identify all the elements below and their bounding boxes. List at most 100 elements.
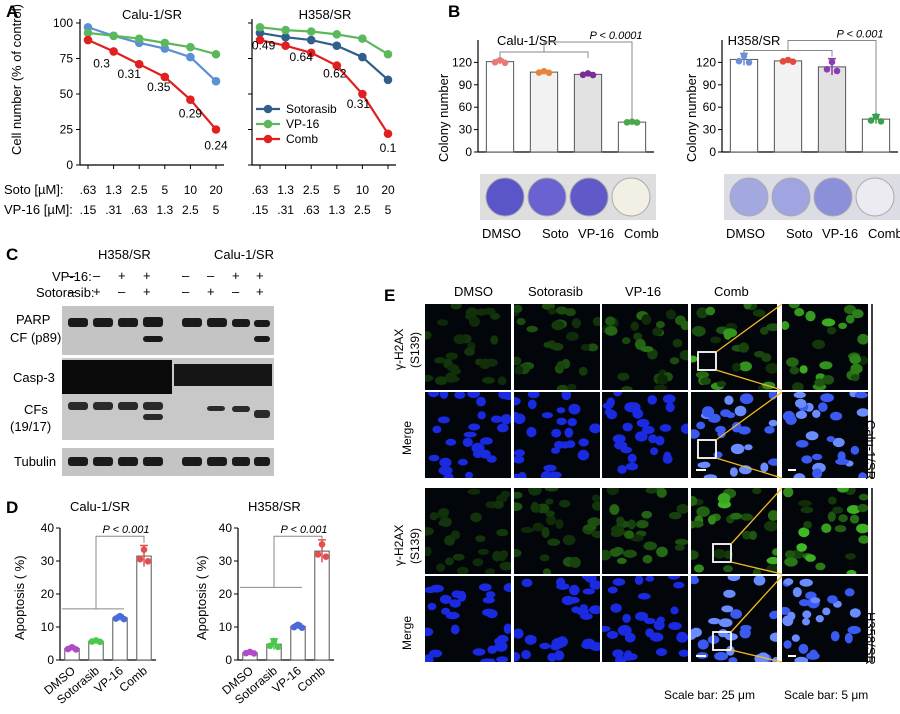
- micrograph-tile: [425, 576, 511, 662]
- y-tick-label: 30: [41, 554, 55, 568]
- y-tick-label: 60: [459, 100, 473, 114]
- data-point: [281, 32, 290, 42]
- soto-dose-label: Soto [µM]:: [4, 182, 64, 197]
- replicate-point: [298, 624, 306, 631]
- replicate-point: [779, 58, 787, 65]
- blot-cellline-h358: H358/SR: [98, 247, 151, 262]
- y-tick-label: 0: [465, 145, 472, 159]
- replicate-point: [589, 71, 597, 79]
- blot-soto-row-label: Sotorasib:: [36, 285, 95, 300]
- replicate-point: [867, 117, 875, 124]
- legend-entry: Comb: [286, 132, 318, 146]
- vp16-dose: .63: [131, 203, 148, 217]
- bar: [773, 60, 803, 153]
- x-category-label: VP-16: [822, 226, 858, 241]
- blot-vp16-row-label: VP-16:: [52, 269, 92, 284]
- panel-label-c: C: [6, 245, 19, 264]
- micrograph-tile: [602, 304, 688, 390]
- zoom-line: [730, 561, 783, 575]
- replicate-point: [322, 553, 330, 561]
- replicate-point: [96, 638, 104, 646]
- roi-box: [712, 543, 732, 563]
- data-point: [255, 35, 265, 45]
- replicate-point: [314, 551, 322, 558]
- data-point: [211, 125, 221, 134]
- y-tick-label: 40: [41, 521, 55, 535]
- replicate-point: [735, 57, 743, 65]
- replicate-point: [144, 558, 152, 565]
- significance-bracket: [95, 535, 145, 609]
- soto-dose: 5: [333, 183, 340, 197]
- soto-dose: 1.3: [105, 183, 122, 197]
- treatment-sign: +: [143, 284, 151, 299]
- bar: [729, 58, 759, 153]
- chart-title: H358/SR: [248, 499, 301, 514]
- colony-plate-image-h358: [724, 174, 900, 220]
- replicate-point: [72, 646, 80, 653]
- band-label-casp3: Casp-3: [13, 370, 55, 385]
- legend-marker: [263, 134, 273, 144]
- replicate-point: [789, 58, 797, 65]
- band-label-19-17: (19/17): [10, 419, 52, 434]
- side-label-calu: Calu-1/SR: [863, 420, 878, 480]
- row-label-s139-2: (S139): [408, 527, 422, 564]
- data-point: [332, 30, 342, 39]
- replicate-point: [833, 67, 841, 75]
- data-point: [306, 48, 316, 58]
- vp16-dose: 5: [213, 203, 220, 217]
- vp16-dose: 1.3: [328, 203, 345, 217]
- data-point: [160, 38, 170, 48]
- treatment-sign: –: [182, 268, 190, 283]
- scale-bar-25: Scale bar: 25 μm: [664, 688, 755, 702]
- x-category-label: DMSO: [482, 226, 521, 241]
- data-point: [186, 42, 195, 52]
- y-tick-label: 30: [703, 123, 717, 137]
- soto-dose: 1.3: [277, 183, 294, 197]
- panel-label-d: D: [6, 498, 19, 517]
- zoom-line: [730, 487, 783, 545]
- vp16-dose: 1.3: [156, 203, 173, 217]
- panel-label-a: A: [6, 2, 19, 21]
- y-tick-label: 25: [60, 123, 74, 137]
- soto-dose: 2.5: [131, 183, 148, 197]
- y-tick-label: 120: [452, 55, 472, 69]
- treatment-sign: –: [68, 284, 76, 299]
- ci-annotation: 0.35: [147, 80, 171, 94]
- chart-title: Calu-1/SR: [497, 33, 557, 48]
- replicate-point: [496, 57, 504, 64]
- soto-dose: .63: [80, 183, 97, 197]
- significance-bracket: [273, 535, 323, 588]
- col-label-comb: Comb: [714, 284, 749, 299]
- zoom-line: [715, 457, 783, 479]
- panel-label-e: E: [384, 286, 396, 305]
- micrograph-tile: [514, 392, 600, 478]
- zoom-tile: [782, 392, 868, 478]
- data-point: [186, 52, 195, 62]
- legend-entry: VP-16: [286, 117, 320, 131]
- replicate-point: [623, 119, 631, 126]
- soto-dose: .63: [252, 183, 269, 197]
- p-value: P < 0.001: [837, 28, 884, 40]
- zoom-tile: [782, 576, 868, 662]
- replicate-point: [877, 118, 885, 125]
- ci-annotation: 0.29: [179, 107, 203, 121]
- treatment-sign: +: [207, 284, 215, 299]
- ci-annotation: 0.31: [347, 97, 371, 111]
- data-point: [134, 59, 144, 69]
- legend-entry: Sotorasib: [286, 102, 337, 116]
- chart-title: Calu-1/SR: [70, 499, 130, 514]
- data-point: [383, 129, 393, 139]
- replicate-point: [628, 118, 636, 125]
- zoom-line: [730, 649, 783, 663]
- treatment-sign: +: [232, 268, 240, 283]
- treatment-sign: –: [182, 284, 190, 299]
- ci-annotation: 0.62: [323, 67, 347, 81]
- significance-bracket: [787, 39, 877, 114]
- band-label-cf-p89: CF (p89): [10, 330, 62, 345]
- replicate-point: [270, 637, 278, 645]
- data-point: [281, 41, 290, 51]
- data-point: [83, 35, 93, 45]
- treatment-sign: –: [232, 284, 240, 299]
- replicate-point: [140, 546, 148, 554]
- micrograph-tile: [602, 392, 688, 478]
